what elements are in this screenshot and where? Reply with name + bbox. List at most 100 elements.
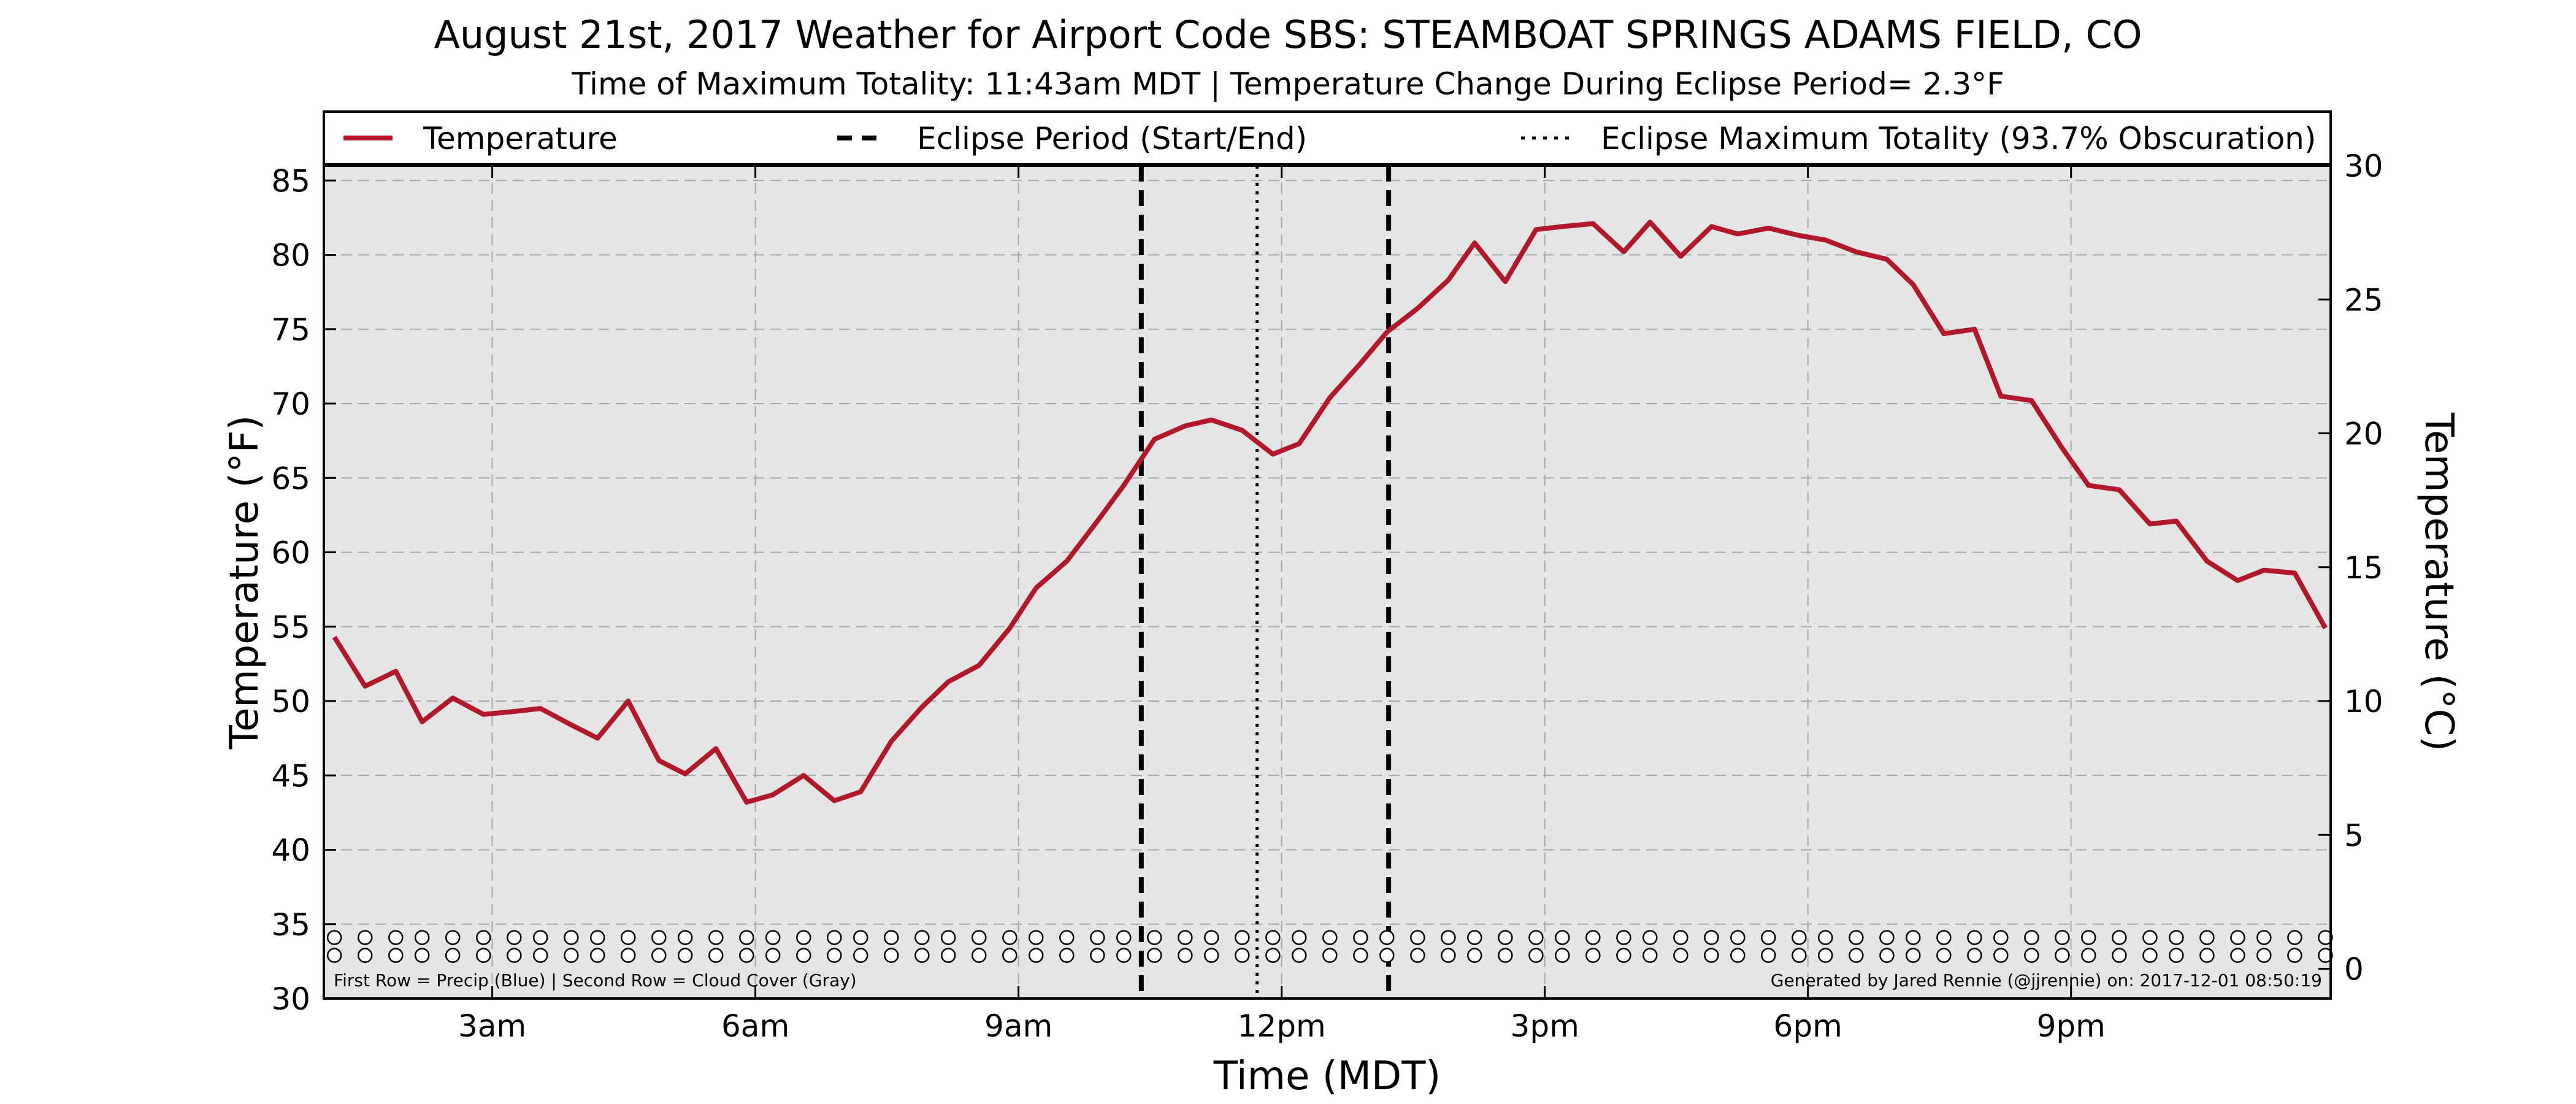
cloud-cover-marker: [1585, 948, 1601, 963]
cloud-cover-marker: [1147, 948, 1162, 963]
y-right-tick-label: 0: [2344, 952, 2364, 987]
precip-marker: [532, 930, 548, 945]
marker-rows: [326, 930, 2333, 963]
precip-marker: [940, 930, 956, 945]
y-tick-label: 60: [271, 535, 310, 571]
precip-marker: [1761, 930, 1776, 945]
precip-marker: [1585, 930, 1601, 945]
cloud-cover-marker: [357, 948, 373, 963]
cloud-cover-marker: [2318, 948, 2333, 963]
cloud-cover-marker: [414, 948, 430, 963]
y-axis-label-left: Temperature (°F): [222, 415, 267, 750]
cloud-cover-marker: [1059, 948, 1075, 963]
footnote-right: Generated by Jared Rennie (@jjrennie) on…: [1771, 970, 2322, 991]
x-tick-label: 6am: [721, 1008, 789, 1044]
precip-marker: [1849, 930, 1864, 945]
cloud-cover-marker: [1555, 948, 1570, 963]
cloud-cover-marker: [1936, 948, 1952, 963]
precip-marker: [1203, 930, 1219, 945]
cloud-cover-marker: [1879, 948, 1895, 963]
cloud-cover-marker: [476, 948, 491, 963]
precip-marker: [1792, 930, 1807, 945]
precip-marker: [476, 930, 491, 945]
y-tick-label: 35: [271, 907, 310, 943]
cloud-cover-marker: [1203, 948, 1219, 963]
precip-marker: [2256, 930, 2272, 945]
cloud-cover-marker: [620, 948, 636, 963]
precip-marker: [1265, 930, 1281, 945]
precip-marker: [1906, 930, 1921, 945]
precip-marker: [507, 930, 522, 945]
y-tick-label: 40: [271, 833, 310, 868]
precip-marker: [2024, 930, 2039, 945]
cloud-cover-marker: [1849, 948, 1864, 963]
precip-marker: [1410, 930, 1425, 945]
cloud-cover-marker: [1322, 948, 1338, 963]
legend-box: [323, 110, 2332, 166]
y-tick-label: 65: [271, 461, 310, 496]
cloud-cover-marker: [1410, 948, 1425, 963]
y-tick-label: 70: [271, 386, 310, 422]
y-tick-label: 30: [271, 981, 310, 1017]
precip-marker: [1467, 930, 1482, 945]
cloud-cover-marker: [739, 948, 754, 963]
footnote-left: First Row = Precip (Blue) | Second Row =…: [334, 970, 857, 991]
cloud-cover-marker: [1028, 948, 1044, 963]
legend: Temperature Eclipse Period (Start/End) E…: [323, 110, 2332, 166]
precip-marker: [1028, 930, 1044, 945]
cloud-cover-marker: [2024, 948, 2039, 963]
x-axis: 3am 6am 9am 12pm 3pm 6pm 9pm: [458, 166, 2106, 1044]
cloud-cover-marker: [1528, 948, 1544, 963]
cloud-cover-marker: [1002, 948, 1018, 963]
cloud-cover-marker: [940, 948, 956, 963]
cloud-cover-marker: [1467, 948, 1482, 963]
cloud-cover-marker: [2112, 948, 2127, 963]
x-tick-label: 3am: [458, 1008, 526, 1044]
cloud-cover-marker: [2199, 948, 2215, 963]
cloud-cover-marker: [1906, 948, 1921, 963]
cloud-cover-marker: [1730, 948, 1746, 963]
precip-marker: [1090, 930, 1105, 945]
precip-marker: [1116, 930, 1132, 945]
precip-marker: [884, 930, 899, 945]
precip-marker: [2112, 930, 2127, 945]
precip-marker: [765, 930, 781, 945]
precip-marker: [445, 930, 461, 945]
cloud-cover-marker: [388, 948, 404, 963]
cloud-cover-marker: [677, 948, 693, 963]
precip-marker: [2318, 930, 2333, 945]
precip-marker: [1993, 930, 2009, 945]
precip-marker: [357, 930, 373, 945]
cloud-cover-marker: [1792, 948, 1807, 963]
cloud-cover-marker: [1441, 948, 1456, 963]
y-right-tick-label: 10: [2344, 684, 2383, 719]
y-axis-label-right: Temperature (°C): [2416, 412, 2461, 751]
cloud-cover-marker: [1235, 948, 1250, 963]
precip-marker: [972, 930, 987, 945]
precip-marker: [1147, 930, 1162, 945]
precip-marker: [589, 930, 605, 945]
cloud-cover-marker: [2081, 948, 2096, 963]
cloud-cover-marker: [972, 948, 987, 963]
precip-marker: [651, 930, 667, 945]
legend-label-eclipse-period: Eclipse Period (Start/End): [917, 121, 1307, 156]
x-tick-label: 6pm: [1774, 1008, 1842, 1044]
right-axis: 0 5 10 15 20 25 30: [2318, 148, 2383, 987]
cloud-cover-marker: [914, 948, 930, 963]
precip-marker: [1235, 930, 1250, 945]
x-tick-label: 3pm: [1511, 1008, 1579, 1044]
precip-marker: [708, 930, 724, 945]
precip-marker: [795, 930, 811, 945]
cloud-cover-marker: [532, 948, 548, 963]
cloud-cover-marker: [651, 948, 667, 963]
y-right-tick-label: 25: [2344, 282, 2383, 318]
precip-marker: [414, 930, 430, 945]
y-right-tick-label: 20: [2344, 416, 2383, 452]
cloud-cover-marker: [1704, 948, 1719, 963]
precip-marker: [827, 930, 842, 945]
cloud-cover-marker: [445, 948, 461, 963]
y-tick-label: 50: [271, 684, 310, 719]
precip-marker: [1002, 930, 1018, 945]
cloud-cover-marker: [1498, 948, 1513, 963]
